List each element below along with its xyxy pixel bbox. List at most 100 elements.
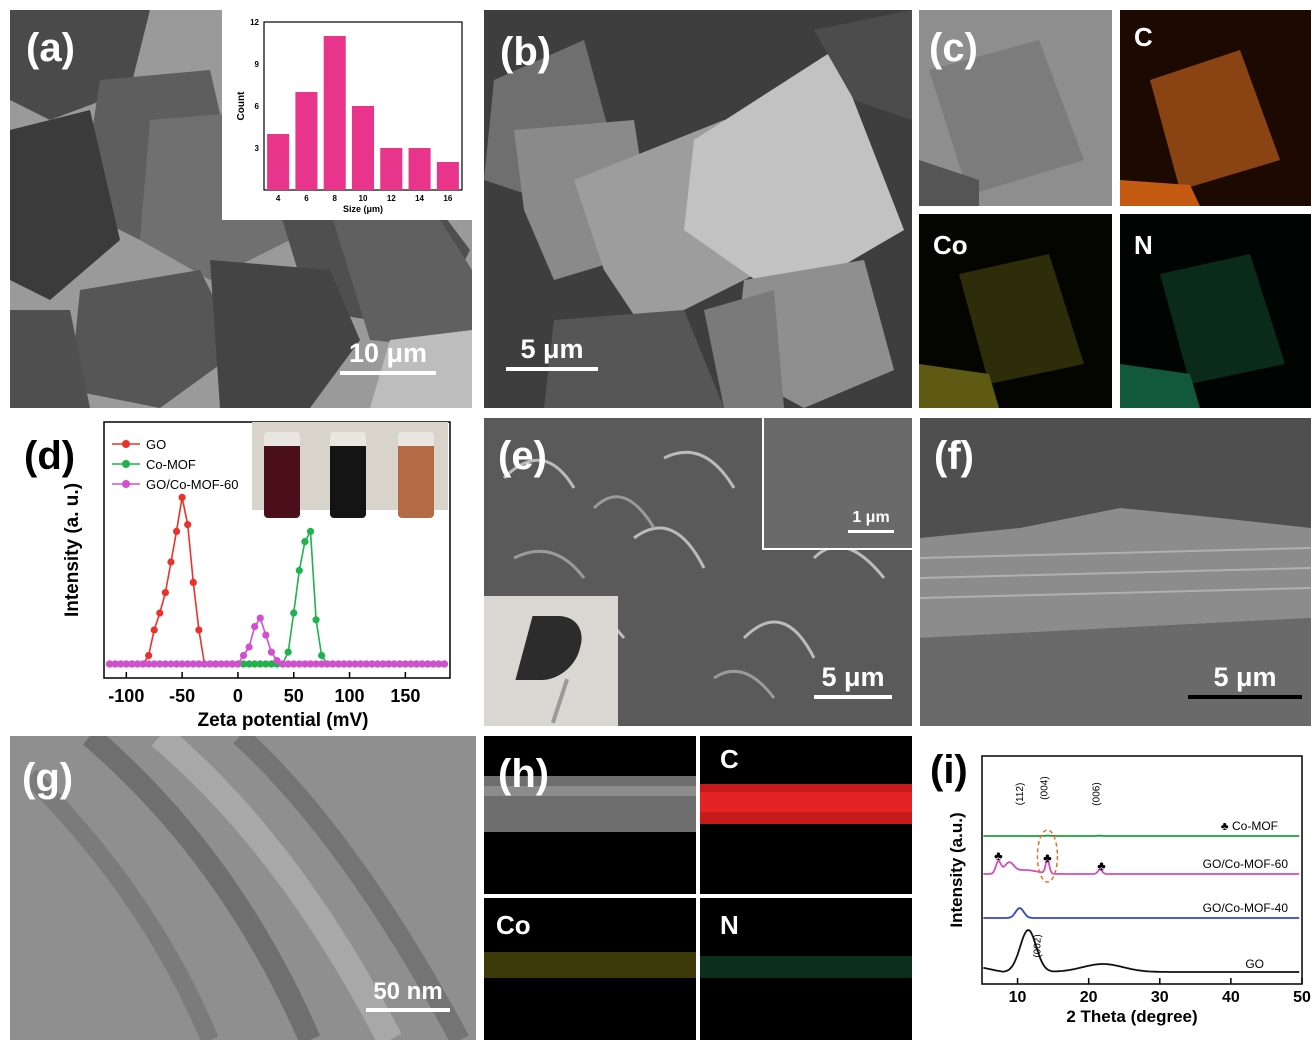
data-point: [172, 660, 181, 668]
data-point: [318, 651, 326, 660]
data-point: [251, 623, 259, 631]
peak-marker: ♣: [1097, 858, 1106, 873]
panel-e-inset-scale-bar: 1 μm: [848, 510, 894, 533]
data-point: [301, 660, 309, 668]
peak-label: (112): [1015, 783, 1026, 806]
series-line-go: [109, 497, 445, 665]
data-point: [189, 578, 197, 586]
panel-c-map-c-label: C: [1134, 22, 1153, 52]
x-axis-label: Zeta potential (mV): [197, 710, 368, 731]
series-label: ♣ Co-MOF: [1221, 819, 1278, 833]
data-point: [340, 660, 348, 668]
panel-f-label: (f): [934, 434, 974, 478]
series-label: GO: [1245, 957, 1264, 971]
data-point: [128, 660, 136, 668]
panel-e-scale-bar: 5 μm: [814, 664, 892, 699]
data-point: [161, 660, 169, 668]
data-point: [290, 660, 298, 668]
panel-i-label: (i): [930, 748, 968, 792]
data-point: [284, 648, 292, 656]
vial-co-mof: [330, 432, 366, 518]
x-tick-label: 30: [1151, 989, 1169, 1006]
data-point: [435, 660, 443, 668]
peak-label: (004): [1039, 776, 1050, 799]
x-tick-label: 20: [1080, 989, 1098, 1006]
legend-marker: [122, 440, 130, 448]
inset-x-tick-label: 4: [276, 194, 281, 203]
data-point: [256, 614, 264, 622]
peak-label: (002): [1032, 934, 1043, 957]
panel-c-sem: (c): [919, 10, 1112, 206]
panel-e-film-photo: [484, 596, 618, 726]
panel-b-micrograph: [484, 10, 912, 408]
inset-x-tick-label: 12: [387, 194, 396, 203]
data-point: [368, 660, 376, 668]
xrd-curve: [983, 907, 1300, 919]
data-point: [418, 660, 426, 668]
legend-marker: [122, 480, 130, 488]
panel-f-scale-bar: 5 μm: [1188, 664, 1302, 699]
data-point: [161, 589, 169, 597]
x-tick-label: -100: [108, 686, 144, 706]
panel-h-map-co-label: Co: [496, 910, 531, 940]
y-axis-label: Intensity (a.u.): [947, 812, 966, 927]
panel-g-label: (g): [22, 756, 74, 800]
data-point: [178, 660, 186, 668]
data-point: [440, 660, 449, 668]
data-point: [323, 660, 331, 668]
data-point: [312, 660, 320, 668]
data-point: [167, 558, 175, 566]
data-point: [245, 660, 253, 668]
data-point: [278, 660, 287, 668]
legend-label: GO: [146, 437, 166, 452]
plot-frame: [981, 755, 1303, 985]
data-point: [379, 660, 387, 668]
inset-x-tick-label: 14: [415, 194, 424, 203]
panel-f-scale-bar-text: 5 μm: [1213, 662, 1277, 692]
data-point: [267, 660, 276, 668]
xrd-curve: [983, 929, 1300, 973]
data-point: [267, 648, 276, 656]
data-point: [189, 660, 197, 668]
data-point: [262, 631, 270, 639]
histogram-bar: [323, 36, 346, 190]
panel-i-xrd-chart: 10 20 30 40 50 2 Theta (degree) Intensity (a.u…: [947, 755, 1311, 1026]
data-point: [145, 660, 153, 668]
data-point: [424, 660, 432, 668]
data-point: [122, 660, 130, 668]
panel-d: (d) -100 -50 0 50 100 150 Zeta potential (mV) I…: [0, 414, 476, 734]
vial-go: [264, 432, 300, 518]
panel-h-map-n-label: N: [720, 910, 739, 940]
legend-label: GO/Co-MOF-60: [146, 477, 238, 492]
histogram-bar: [351, 106, 375, 190]
panel-h-label: (h): [498, 752, 550, 796]
panel-d-vial-photo: [252, 422, 448, 518]
inset-x-tick-label: 10: [359, 194, 368, 203]
legend-label: Co-MOF: [146, 457, 196, 472]
panel-c-map-c: C: [1120, 10, 1311, 206]
panel-h-map-n: N: [700, 898, 912, 1040]
panel-f-micrograph: [920, 418, 1311, 726]
panel-c-map-co: Co: [919, 214, 1112, 408]
histogram-bar: [267, 134, 290, 190]
data-point: [306, 660, 315, 668]
peak-label: (006): [1091, 782, 1102, 805]
panel-g-scale-bar: 50 nm: [366, 980, 450, 1012]
panel-b: (b) 5 μm: [484, 10, 912, 408]
x-tick-label: 0: [233, 686, 243, 706]
inset-y-tick-label: 6: [255, 102, 260, 111]
panel-b-scale-bar-text: 5 μm: [520, 334, 584, 364]
x-tick-label: 40: [1222, 989, 1240, 1006]
inset-y-tick-label: 9: [255, 60, 260, 69]
data-point: [295, 566, 303, 575]
panel-g-scale-bar-text: 50 nm: [373, 978, 443, 1005]
data-point: [167, 660, 175, 668]
panel-b-label: (b): [500, 30, 552, 74]
panel-a-scale-bar: 10 μm: [340, 340, 436, 375]
panel-c-map-co-label: Co: [933, 230, 968, 260]
data-point: [150, 626, 158, 634]
panel-g-tem-image: [10, 736, 476, 1040]
data-point: [172, 527, 181, 535]
x-tick-label: 100: [335, 686, 365, 706]
histogram-bar: [436, 162, 459, 190]
